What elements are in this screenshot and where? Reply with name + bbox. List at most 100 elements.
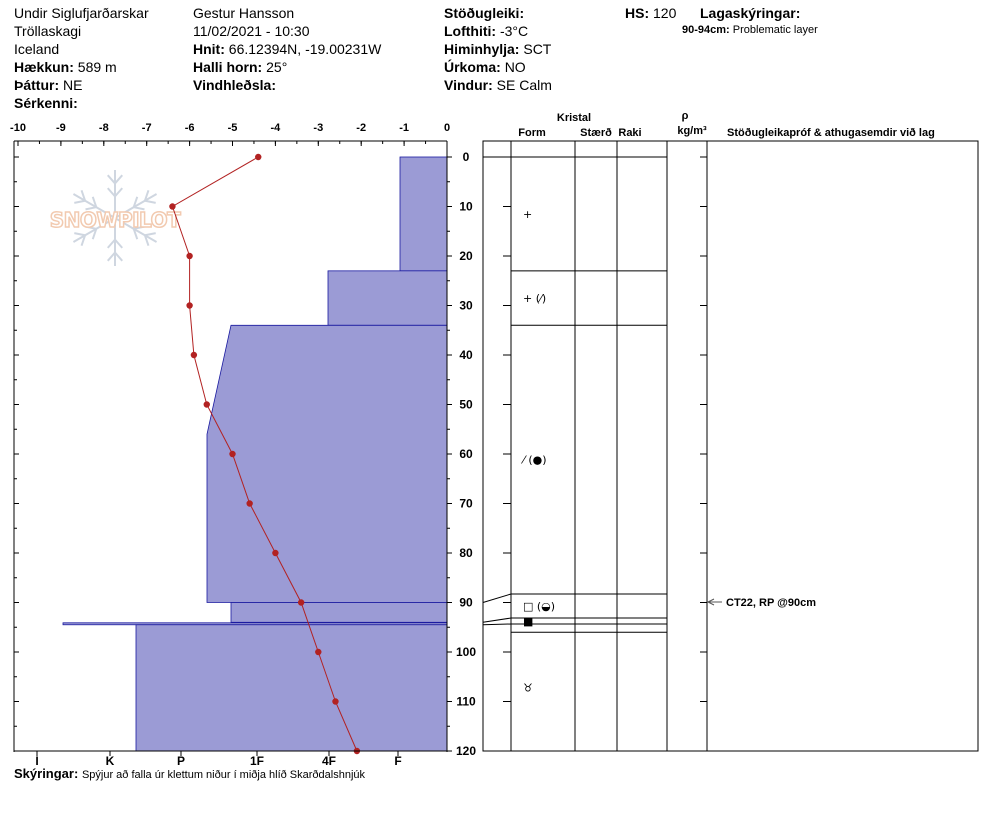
hardness-layer-5	[135, 624, 448, 752]
temp-tick-label: -2	[356, 122, 366, 134]
temperature-point-3	[186, 302, 193, 309]
temperature-point-1	[169, 203, 176, 210]
col-crystal: Kristal	[557, 112, 591, 124]
temperature-point-4	[190, 351, 198, 359]
temp-tick-label: -10	[10, 122, 26, 134]
test-result-marker: CT22, RP @90cm	[706, 597, 816, 609]
layer-form: ⁄ (●)	[520, 454, 547, 467]
layer-form: +	[523, 208, 532, 221]
depth-axis: 0 10 20 30 40 50 60 70 80 90 100 110 120	[14, 150, 707, 758]
footer-text: Spýjur að falla úr klettum niður í miðja…	[81, 769, 366, 781]
header-right: Stöðugleiki: Lofthiti: -3°C Himinhylja: …	[444, 4, 552, 94]
datetime: 11/02/2021 - 10:30	[193, 23, 310, 39]
col-tests: Stöðugleikapróf & athugasemdir við lag	[727, 127, 935, 139]
hardness-layer-2	[206, 324, 448, 603]
test-result: CT22, RP @90cm	[726, 597, 816, 609]
temperature-point-9	[297, 599, 305, 606]
layer-form: □ (◒)	[523, 600, 555, 613]
header-middle: Gestur Hansson 11/02/2021 - 10:30 Hnit: …	[193, 4, 381, 94]
hardness-tick-label: I	[35, 754, 38, 768]
footer-notes: Skýringar: Spýjur að falla úr klettum ni…	[14, 766, 365, 781]
features: Sérkenni:	[14, 95, 78, 111]
col-size: Stærð	[580, 127, 612, 139]
layer-row-5: ♉	[511, 623, 667, 695]
depth-tick-label: 90	[459, 596, 473, 610]
precipitation: Úrkoma: NO	[444, 59, 526, 75]
temperature-axis: -10 -9 -8 -7 -6 -5 -4 -3 -2 -1 0	[10, 122, 450, 146]
location: Undir Siglufjarðarskar	[14, 5, 149, 21]
col-rho: ρ	[682, 110, 689, 122]
col-moisture: Raki	[618, 127, 641, 139]
layer-row-2: ⁄ (●)	[511, 324, 667, 467]
snow-height: HS: 120	[625, 5, 677, 21]
layer-note: 90-94cm: Problematic layer	[682, 24, 818, 36]
stability: Stöðugleiki:	[444, 5, 525, 21]
temp-tick-label: -3	[313, 122, 323, 134]
elevation: Hækkun: 589 m	[14, 59, 117, 75]
header-left: Undir Siglufjarðarskar Tröllaskagi Icela…	[14, 4, 149, 112]
temp-tick-label: -8	[99, 122, 109, 134]
temperature-point-0	[255, 153, 262, 161]
depth-tick-label: 100	[456, 645, 476, 659]
temperature-point-7	[246, 500, 253, 507]
layer-form: ■	[523, 615, 533, 628]
layer-form: + (⁄)	[523, 292, 546, 305]
hardness-axis: I K P 1F 4F F	[35, 751, 402, 768]
temp-tick-label: -9	[56, 122, 66, 134]
hardness-layer-0	[399, 156, 448, 272]
depth-tick-label: 10	[459, 200, 473, 214]
depth-tick-label: 50	[459, 398, 473, 412]
depth-tick-label: 30	[459, 299, 473, 313]
temperature-point-5	[203, 401, 210, 408]
region: Tröllaskagi	[14, 23, 82, 39]
sky-cover: Himinhylja: SCT	[444, 41, 552, 57]
layer-row-4: ■	[511, 615, 667, 628]
hardness-tick-label: 4F	[322, 754, 336, 768]
snowpilot-watermark: SNOWPILOT	[49, 170, 182, 266]
temp-tick-label: -4	[271, 122, 282, 134]
layer-connectors	[482, 156, 667, 633]
country: Iceland	[14, 41, 60, 57]
temp-tick-label: -6	[185, 122, 195, 134]
footer-label: Skýringar:	[14, 766, 79, 781]
depth-tick-label: 110	[456, 695, 476, 709]
temperature-point-8	[272, 549, 279, 557]
depth-tick-label: 80	[459, 546, 473, 560]
hardness-tick-label: 1F	[250, 754, 264, 768]
wind: Vindur: SE Calm	[444, 77, 552, 93]
temp-tick-label: 0	[444, 122, 450, 134]
col-form: Form	[518, 127, 546, 139]
temp-tick-label: -5	[228, 122, 238, 134]
hardness-tick-label: P	[177, 754, 185, 768]
aspect: Þáttur: NE	[14, 77, 83, 93]
temperature-profile	[169, 153, 361, 755]
air-temp: Lofthiti: -3°C	[444, 23, 529, 39]
temp-tick-label: -1	[399, 122, 409, 134]
depth-tick-label: 40	[459, 348, 473, 362]
layer-row-3: □ (◒)	[511, 593, 667, 613]
hardness-tick-label: F	[394, 754, 401, 768]
temperature-point-2	[186, 252, 193, 260]
coordinates: Hnit: 66.12394N, -19.00231W	[193, 41, 382, 57]
depth-tick-label: 20	[459, 249, 473, 263]
depth-tick-label: 60	[459, 447, 473, 461]
depth-tick-label: 70	[459, 497, 473, 511]
temperature-point-10	[315, 648, 322, 656]
layer-row-0: +	[511, 156, 667, 221]
slope-angle: Halli horn: 25°	[193, 59, 288, 75]
wind-loading: Vindhleðsla:	[193, 77, 276, 93]
depth-tick-label: 120	[456, 744, 476, 758]
watermark-text: SNOWPILOT	[50, 208, 181, 232]
hardness-layer-1	[327, 270, 448, 326]
hardness-profile	[62, 156, 448, 752]
layer-table: Kristal Form Stærð Raki ρ kg/m³ Stöðugle…	[482, 110, 979, 752]
temperature-point-11	[332, 698, 339, 705]
layer-notes-title: Lagaskýringar:	[700, 5, 801, 21]
depth-tick-label: 0	[463, 150, 470, 164]
hardness-tick-label: K	[106, 754, 115, 768]
hardness-layer-3	[230, 602, 448, 623]
observer: Gestur Hansson	[193, 5, 295, 21]
temp-tick-label: -7	[142, 122, 152, 134]
layer-row-1: + (⁄)	[511, 270, 667, 305]
